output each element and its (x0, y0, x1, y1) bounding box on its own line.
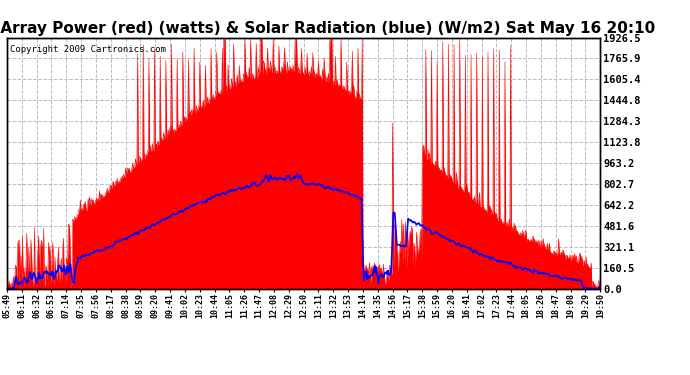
Text: Copyright 2009 Cartronics.com: Copyright 2009 Cartronics.com (10, 45, 166, 54)
Title: West Array Power (red) (watts) & Solar Radiation (blue) (W/m2) Sat May 16 20:10: West Array Power (red) (watts) & Solar R… (0, 21, 656, 36)
